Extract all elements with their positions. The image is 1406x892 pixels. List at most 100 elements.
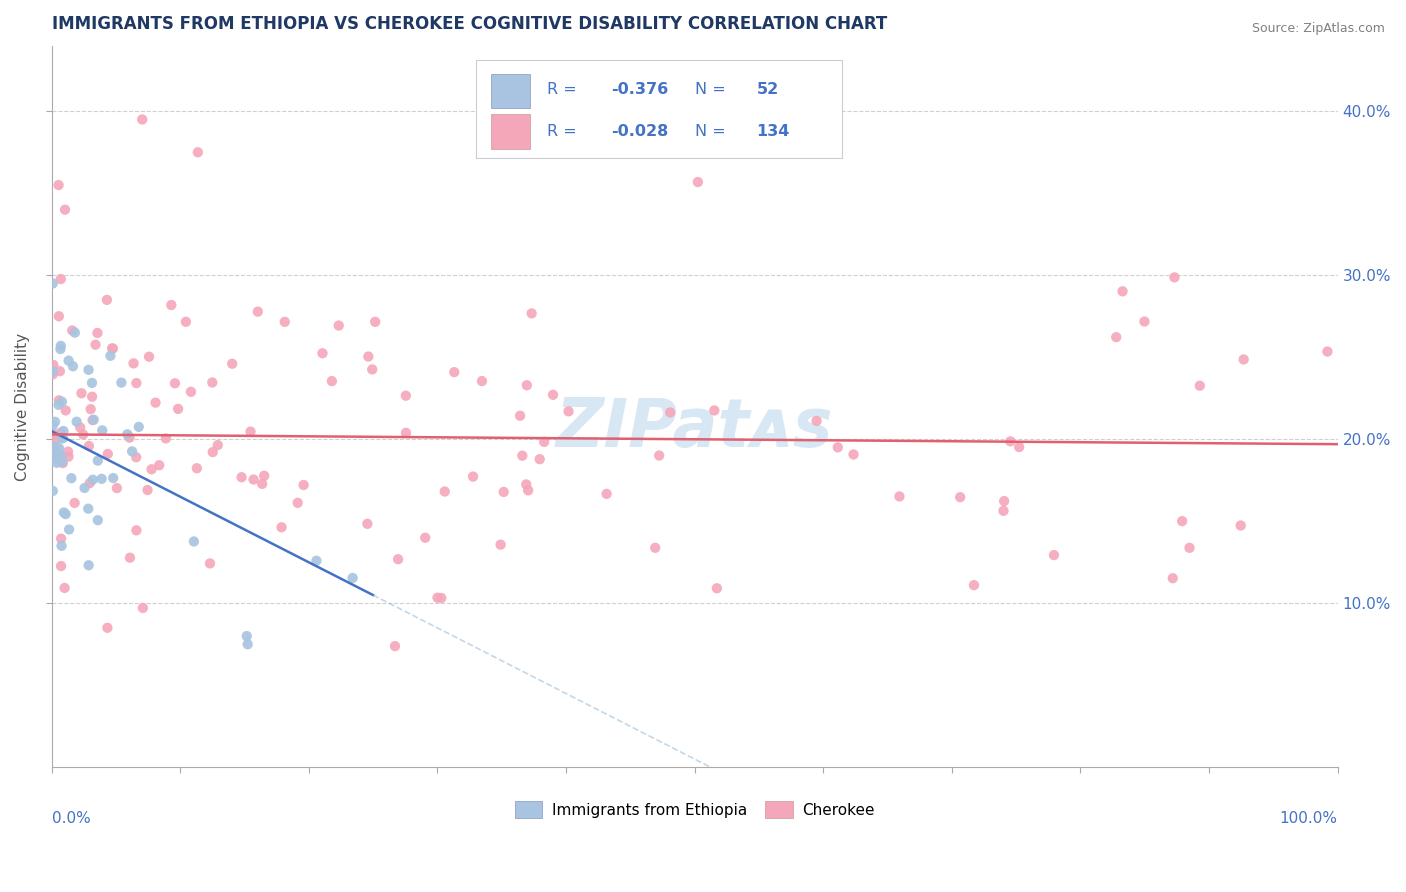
Point [489, 538, 512, 552]
Point [198, 557, 221, 571]
Point [48, 178, 70, 192]
Point [83, 412, 105, 426]
Point [311, 346, 333, 360]
Point [242, 473, 264, 487]
Text: 134: 134 [756, 124, 790, 139]
Text: N =: N = [695, 82, 731, 97]
Point [96, 621, 118, 635]
Point [1161, 571, 1184, 585]
Point [105, 481, 128, 495]
Point [236, 637, 259, 651]
Point [117, 427, 139, 442]
Point [101, 342, 124, 356]
Point [48, 310, 70, 324]
Point [141, 462, 163, 476]
Point [125, 450, 148, 465]
Point [356, 516, 378, 531]
Point [69, 420, 91, 434]
Point [77, 558, 100, 573]
Point [53, 202, 76, 217]
Point [103, 471, 125, 485]
Point [387, 552, 409, 566]
Point [155, 432, 177, 446]
Point [66, 415, 89, 429]
Point [1316, 344, 1339, 359]
Point [96, 293, 118, 307]
FancyBboxPatch shape [491, 114, 530, 149]
Text: 52: 52 [756, 82, 779, 97]
Point [827, 441, 849, 455]
Point [84, 337, 107, 351]
Point [70, 386, 93, 401]
Point [86, 326, 108, 340]
Point [160, 298, 183, 312]
Point [557, 404, 579, 418]
Point [384, 639, 406, 653]
Point [270, 520, 292, 534]
Point [1043, 548, 1066, 562]
Point [79, 402, 101, 417]
Text: N =: N = [695, 124, 731, 139]
Point [516, 378, 538, 392]
Point [42, 418, 65, 433]
Point [45, 442, 67, 456]
Point [80, 376, 103, 390]
Point [395, 425, 418, 440]
Point [91, 424, 114, 438]
Point [509, 409, 531, 423]
Point [82, 473, 104, 487]
Point [364, 315, 387, 329]
Point [49, 364, 72, 378]
Point [512, 449, 534, 463]
Point [77, 439, 100, 453]
Point [42, 441, 65, 455]
Point [361, 362, 384, 376]
Point [82, 390, 104, 404]
Point [253, 468, 276, 483]
Point [77, 501, 100, 516]
Point [186, 461, 208, 475]
Point [520, 306, 543, 320]
Point [87, 513, 110, 527]
Point [90, 472, 112, 486]
Point [49, 342, 72, 356]
Point [180, 384, 202, 399]
Point [703, 403, 725, 417]
Point [430, 591, 453, 605]
Point [1188, 378, 1211, 392]
Point [63, 326, 86, 340]
Point [443, 365, 465, 379]
Point [62, 359, 84, 374]
Point [101, 342, 124, 356]
Point [167, 401, 190, 416]
Point [136, 483, 159, 497]
Point [1233, 352, 1256, 367]
Point [648, 449, 671, 463]
Point [42, 450, 65, 464]
Y-axis label: Cognitive Disability: Cognitive Disability [15, 333, 30, 481]
Point [42, 368, 65, 382]
Point [121, 444, 143, 458]
Point [842, 448, 865, 462]
Point [56, 444, 79, 458]
Point [993, 494, 1015, 508]
Point [231, 470, 253, 484]
Point [187, 145, 209, 160]
Point [49, 425, 72, 440]
Point [207, 438, 229, 452]
Point [1105, 330, 1128, 344]
Point [221, 357, 243, 371]
Point [118, 550, 141, 565]
Point [63, 496, 86, 510]
Point [53, 581, 76, 595]
Point [42, 449, 65, 463]
Point [87, 453, 110, 467]
Point [42, 358, 65, 372]
Point [122, 356, 145, 370]
Point [79, 476, 101, 491]
Point [125, 376, 148, 390]
Point [174, 315, 197, 329]
Point [529, 452, 551, 467]
Point [201, 445, 224, 459]
Point [1163, 270, 1185, 285]
